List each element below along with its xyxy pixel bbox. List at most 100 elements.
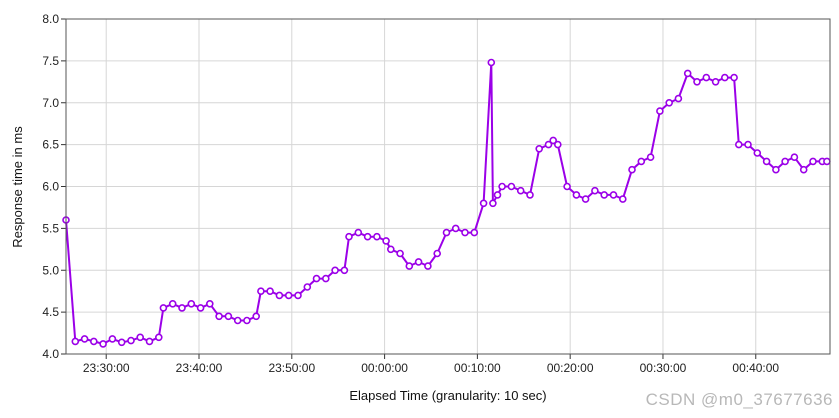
y-tick-label: 8.0 xyxy=(42,12,59,26)
y-tick-label: 6.5 xyxy=(42,138,59,152)
data-point xyxy=(363,232,372,241)
data-point xyxy=(581,195,590,203)
series-line xyxy=(65,61,827,345)
data-point xyxy=(637,157,646,166)
data-point xyxy=(340,266,349,275)
x-tick-label: 00:10:00 xyxy=(454,361,501,375)
data-point xyxy=(252,312,261,321)
data-point xyxy=(312,274,321,283)
x-tick-label: 23:50:00 xyxy=(268,361,315,375)
y-tick-label: 4.0 xyxy=(42,347,59,361)
data-point xyxy=(600,191,609,199)
y-tick-label: 5.0 xyxy=(42,263,59,277)
data-point xyxy=(479,199,488,208)
data-point xyxy=(117,338,126,347)
data-point xyxy=(711,78,720,86)
data-point xyxy=(294,291,302,300)
data-point xyxy=(720,73,729,82)
data-point xyxy=(442,228,451,237)
data-point xyxy=(303,283,312,291)
data-point xyxy=(753,149,762,157)
data-point xyxy=(702,73,711,82)
data-point xyxy=(414,258,423,266)
data-point xyxy=(762,157,771,166)
x-tick-label: 00:30:00 xyxy=(640,361,687,375)
plot-frame xyxy=(65,18,831,355)
data-point xyxy=(345,232,353,241)
data-point xyxy=(549,136,558,145)
data-point xyxy=(136,333,144,342)
data-point xyxy=(646,153,655,161)
data-point xyxy=(275,291,284,300)
y-tick-label: 6.0 xyxy=(42,180,59,194)
data-point xyxy=(433,249,442,258)
x-axis-title: Elapsed Time (granularity: 10 sec) xyxy=(349,388,546,403)
data-point xyxy=(187,299,196,308)
data-point xyxy=(284,291,293,300)
data-point xyxy=(781,157,789,166)
data-point xyxy=(572,191,581,199)
data-point xyxy=(507,182,516,191)
data-point xyxy=(233,316,242,325)
data-point xyxy=(665,99,674,107)
data-point xyxy=(90,337,98,346)
data-point xyxy=(591,186,599,195)
data-point xyxy=(155,333,163,342)
data-point xyxy=(656,107,664,115)
data-point xyxy=(405,262,414,270)
data-point xyxy=(257,287,265,296)
data-point xyxy=(744,140,752,149)
y-tick-label: 4.5 xyxy=(42,305,59,319)
watermark-text: CSDN @m0_37677636 xyxy=(645,390,833,409)
data-points xyxy=(62,58,831,348)
data-point xyxy=(734,140,743,149)
x-tick-label: 00:20:00 xyxy=(547,361,594,375)
axes xyxy=(61,18,831,359)
data-point xyxy=(382,237,390,245)
data-point xyxy=(396,249,404,258)
data-point xyxy=(215,312,223,321)
y-tick-label: 7.0 xyxy=(42,96,59,110)
data-point xyxy=(196,304,205,312)
data-point xyxy=(487,58,496,67)
data-point xyxy=(772,165,780,174)
data-point xyxy=(809,157,817,166)
data-point xyxy=(730,73,738,82)
data-point xyxy=(424,262,432,270)
gridlines xyxy=(66,18,830,355)
data-point xyxy=(553,140,562,149)
y-tick-label: 7.5 xyxy=(42,54,59,68)
data-point xyxy=(145,337,154,346)
data-point xyxy=(526,191,534,199)
data-point xyxy=(168,299,177,308)
data-point xyxy=(243,316,251,325)
data-point xyxy=(493,191,502,199)
tick-labels: 4.0 4.5 5.0 5.5 6.0 6.5 7.0 7.5 8.0 23:30:00 23:40… xyxy=(42,12,779,375)
data-point xyxy=(127,336,135,345)
data-point xyxy=(516,186,525,195)
data-point xyxy=(354,228,363,237)
data-point xyxy=(618,195,627,203)
data-point xyxy=(108,335,117,343)
data-point xyxy=(266,287,274,296)
x-tick-label: 23:40:00 xyxy=(176,361,223,375)
data-point xyxy=(498,182,506,191)
data-point xyxy=(674,94,683,103)
data-point xyxy=(321,274,330,283)
y-axis-title: Response time in ms xyxy=(10,126,25,248)
x-tick-label: 00:00:00 xyxy=(361,361,408,375)
data-point xyxy=(489,199,497,208)
data-point xyxy=(373,232,381,241)
data-point xyxy=(535,145,544,153)
x-tick-label: 00:40:00 xyxy=(732,361,779,375)
data-point xyxy=(683,69,692,78)
series-line-layer xyxy=(65,61,827,345)
data-point xyxy=(823,157,831,166)
data-point xyxy=(451,224,460,233)
data-point xyxy=(206,299,214,308)
data-point xyxy=(609,191,618,199)
data-point xyxy=(790,153,799,161)
data-point xyxy=(470,228,479,237)
data-point xyxy=(799,165,808,174)
